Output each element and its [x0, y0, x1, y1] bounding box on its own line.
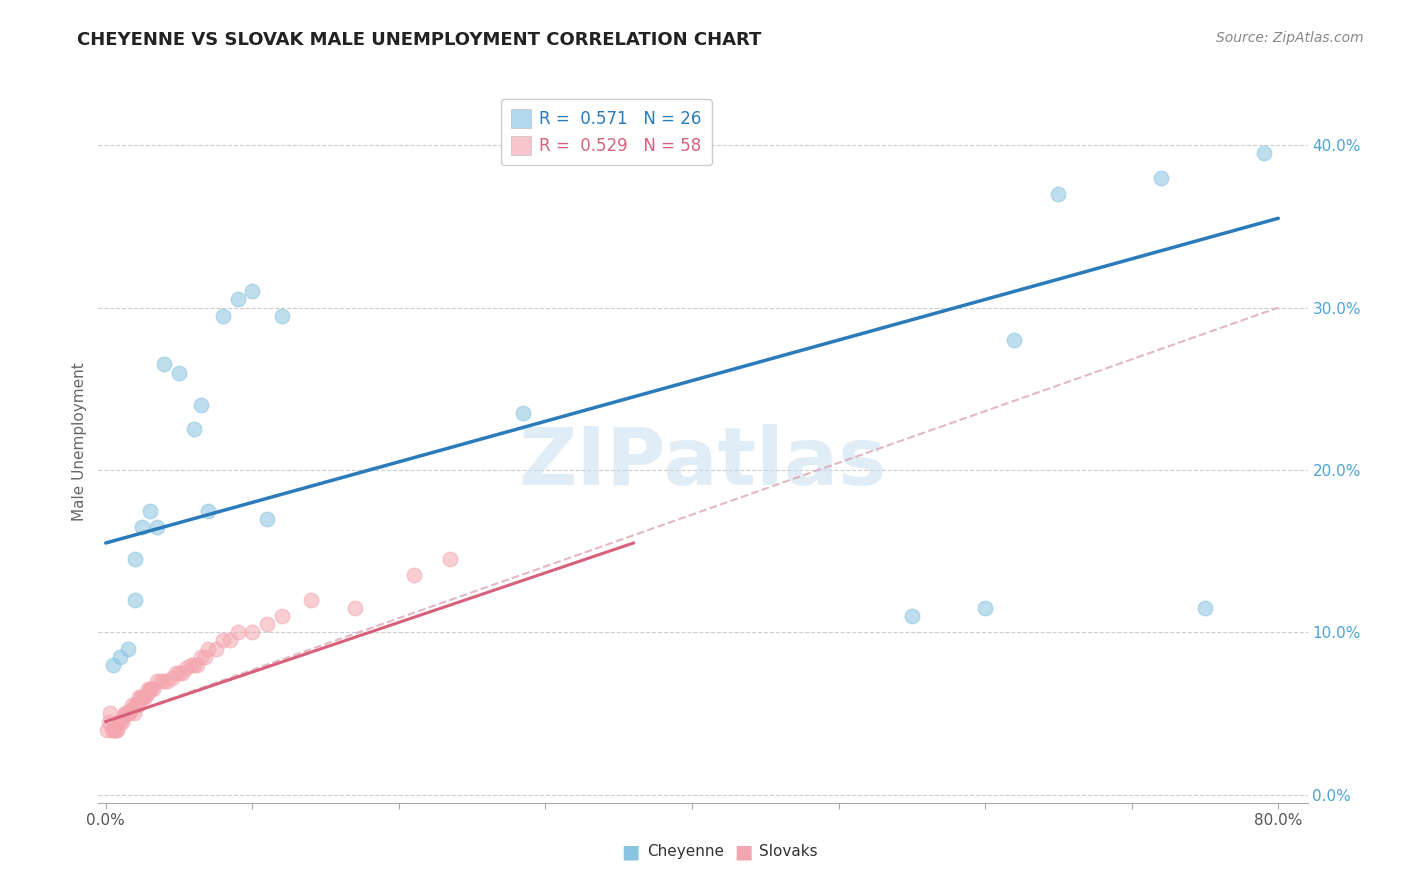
Point [512, 406, 534, 420]
Point [180, 657, 202, 672]
Point [122, 706, 145, 721]
Point [270, 309, 292, 323]
Point [105, 723, 128, 737]
Point [128, 690, 150, 705]
Point [146, 673, 169, 688]
Point [256, 617, 278, 632]
Point [110, 714, 132, 729]
Point [219, 633, 242, 648]
Point [212, 309, 235, 323]
Point [240, 625, 263, 640]
Legend: R =  0.571   N = 26, R =  0.529   N = 58: R = 0.571 N = 26, R = 0.529 N = 58 [501, 99, 711, 165]
Point [127, 698, 149, 713]
Point [167, 366, 190, 380]
Point [115, 706, 138, 721]
Point [402, 568, 425, 582]
Point [299, 592, 322, 607]
Point [103, 723, 125, 737]
Point [170, 665, 193, 680]
Point [132, 690, 155, 705]
Point [97, 714, 120, 729]
Point [1047, 186, 1070, 201]
Point [110, 649, 132, 664]
Point [343, 601, 366, 615]
Point [1194, 601, 1216, 615]
Point [138, 682, 160, 697]
Point [98, 706, 121, 721]
Point [96, 723, 118, 737]
Point [156, 673, 179, 688]
Text: Source: ZipAtlas.com: Source: ZipAtlas.com [1216, 31, 1364, 45]
Point [165, 665, 187, 680]
Point [111, 714, 134, 729]
Point [134, 690, 156, 705]
Point [1150, 170, 1173, 185]
Point [124, 698, 146, 713]
Point [183, 422, 205, 436]
Point [100, 723, 122, 737]
Point [226, 293, 249, 307]
Point [114, 706, 136, 721]
Point [153, 358, 176, 372]
Point [150, 673, 173, 688]
Point [240, 285, 263, 299]
Point [197, 503, 219, 517]
Point [160, 671, 183, 685]
Point [183, 657, 205, 672]
Point [974, 601, 997, 615]
Y-axis label: Male Unemployment: Male Unemployment [72, 362, 87, 521]
Point [153, 673, 176, 688]
Point [101, 723, 124, 737]
Point [124, 552, 146, 566]
Text: ■: ■ [621, 842, 640, 862]
Text: ZIPatlas: ZIPatlas [519, 425, 887, 502]
Point [190, 649, 212, 664]
Point [167, 665, 190, 680]
Text: Cheyenne: Cheyenne [647, 845, 724, 859]
Point [226, 625, 249, 640]
Point [121, 698, 143, 713]
Point [117, 706, 139, 721]
Point [108, 714, 131, 729]
Point [118, 706, 141, 721]
Point [256, 511, 278, 525]
Text: ■: ■ [734, 842, 752, 862]
Point [176, 661, 198, 675]
Point [125, 698, 148, 713]
Point [146, 520, 169, 534]
Point [131, 520, 153, 534]
Point [270, 609, 292, 624]
Point [142, 682, 165, 697]
Point [197, 641, 219, 656]
Point [194, 649, 217, 664]
Point [141, 682, 163, 697]
Point [112, 710, 135, 724]
Point [136, 682, 159, 697]
Point [138, 503, 160, 517]
Point [124, 592, 146, 607]
Point [129, 690, 152, 705]
Point [901, 609, 924, 624]
Text: Slovaks: Slovaks [759, 845, 818, 859]
Point [439, 552, 461, 566]
Point [1004, 333, 1026, 347]
Text: CHEYENNE VS SLOVAK MALE UNEMPLOYMENT CORRELATION CHART: CHEYENNE VS SLOVAK MALE UNEMPLOYMENT COR… [77, 31, 762, 49]
Point [190, 398, 212, 412]
Point [212, 633, 235, 648]
Point [135, 687, 157, 701]
Point [120, 703, 142, 717]
Point [1253, 146, 1275, 161]
Point [107, 723, 129, 737]
Point [131, 690, 153, 705]
Point [101, 657, 124, 672]
Point [204, 641, 226, 656]
Point [186, 657, 208, 672]
Point [117, 641, 139, 656]
